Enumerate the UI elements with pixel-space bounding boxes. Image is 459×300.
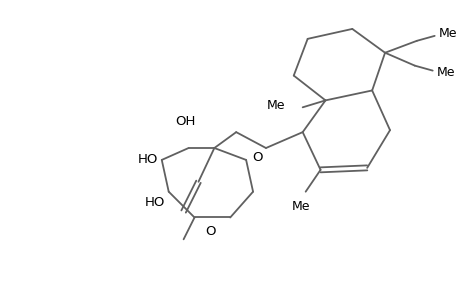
Text: HO: HO xyxy=(144,196,164,209)
Text: O: O xyxy=(205,225,215,239)
Text: O: O xyxy=(252,152,262,164)
Text: Me: Me xyxy=(266,99,284,112)
Text: Me: Me xyxy=(436,66,454,79)
Text: OH: OH xyxy=(175,115,195,128)
Text: HO: HO xyxy=(137,153,157,167)
Text: Me: Me xyxy=(291,200,309,213)
Text: Me: Me xyxy=(438,27,456,40)
